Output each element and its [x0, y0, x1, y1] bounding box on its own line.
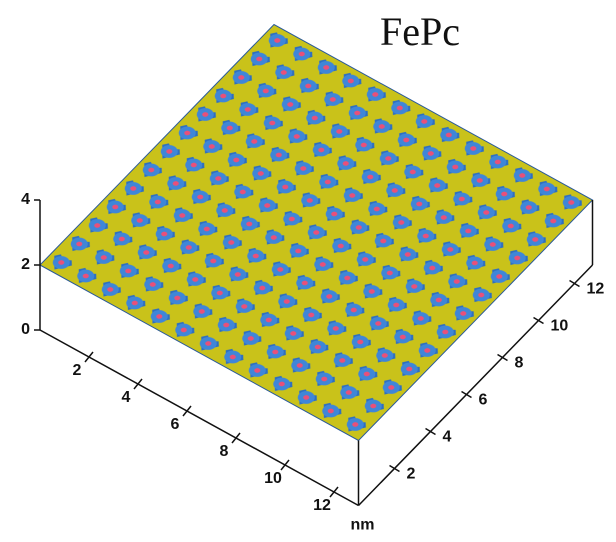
- y-tick-label: 10: [551, 318, 569, 335]
- x-tick: [231, 432, 241, 444]
- y-tick-label: 2: [407, 466, 416, 483]
- y-tick: [425, 427, 436, 436]
- y-tick-label: 4: [443, 429, 452, 446]
- y-tick: [533, 316, 544, 325]
- y-tick-label: 6: [479, 392, 488, 409]
- x-axis: [39, 329, 359, 507]
- y-tick-label: 12: [587, 281, 605, 298]
- x-tick-label: 4: [122, 389, 131, 406]
- z-tick-label: 0: [21, 321, 30, 338]
- y-tick: [389, 464, 400, 473]
- x-tick-label: 2: [73, 362, 82, 379]
- y-axis: [357, 264, 594, 507]
- z-tick-label: 2: [21, 256, 30, 273]
- chart-title: FePc: [380, 9, 460, 54]
- y-tick: [461, 390, 472, 399]
- x-tick-label: 10: [264, 470, 282, 487]
- x-tick: [133, 378, 143, 390]
- y-tick: [569, 279, 580, 288]
- x-tick: [84, 351, 94, 363]
- x-tick: [280, 459, 290, 471]
- y-tick: [497, 353, 508, 362]
- x-tick-label: 8: [220, 443, 229, 460]
- x-axis-label: nm: [351, 517, 375, 534]
- y-tick-label: 8: [515, 355, 524, 372]
- x-tick-label: 12: [313, 497, 331, 514]
- z-tick-label: 4: [21, 191, 30, 208]
- x-tick: [182, 405, 192, 417]
- x-tick: [329, 486, 339, 498]
- surface: [39, 23, 594, 442]
- x-tick-label: 6: [171, 416, 180, 433]
